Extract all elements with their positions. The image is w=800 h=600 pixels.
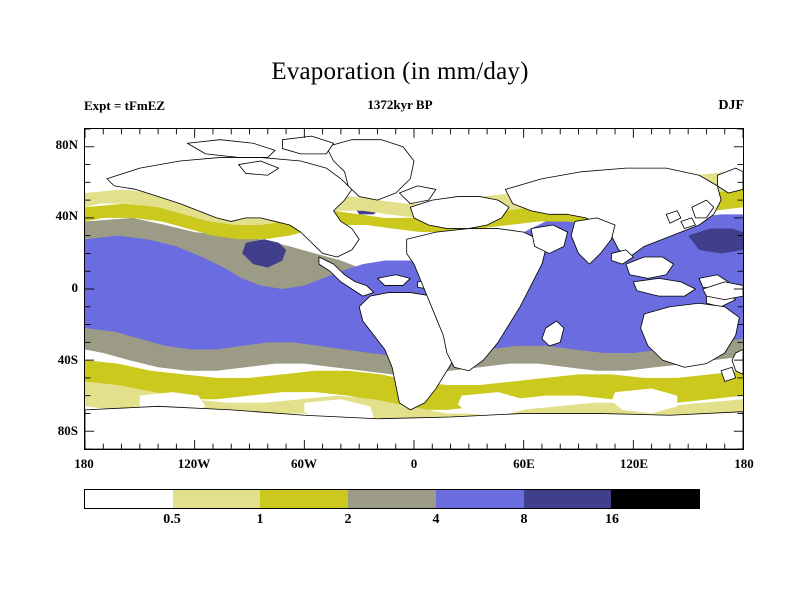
x-tick-label-3: 0 <box>410 456 418 471</box>
chart-subtitle: 1372kyr BP <box>367 97 433 112</box>
colorbar-band-4 <box>435 490 524 508</box>
colorbar-tick-label-4: 8 <box>520 512 528 527</box>
x-tick-label-4: 60E <box>513 456 535 471</box>
map-canvas <box>85 129 743 449</box>
y-tick-label-0: 80N <box>55 136 78 152</box>
evaporation-field <box>85 129 743 449</box>
colorbar-band-1 <box>172 490 261 508</box>
y-tick-label-1: 40N <box>55 208 78 224</box>
colorbar-labels: 0.5 1 2 4 8 16 <box>84 512 700 532</box>
colorbar-band-0 <box>85 490 173 508</box>
experiment-label: Expt = tFmEZ <box>84 98 166 113</box>
colorbar-tick-label-3: 4 <box>432 512 440 527</box>
colorbar-band-2 <box>260 490 349 508</box>
colorbar-band-6 <box>611 490 700 508</box>
y-tick-label-4: 80S <box>57 423 78 439</box>
colorbar-band-3 <box>348 490 436 508</box>
x-tick-label-1: 120W <box>177 456 211 471</box>
page-title: Evaporation (in mm/day) <box>271 58 529 85</box>
x-tick-label-5: 120E <box>619 456 649 471</box>
coastlines <box>85 135 743 449</box>
map-frame-ticks <box>85 129 743 449</box>
colorbar-tick-label-5: 16 <box>605 512 619 527</box>
x-tick-label-2: 60W <box>291 456 317 471</box>
y-axis: 80N 40N 0 40S 80S <box>24 128 78 450</box>
y-tick-label-2: 0 <box>71 280 79 295</box>
colorbar-tick-label-1: 1 <box>256 512 264 527</box>
colorbar-tick-label-2: 2 <box>344 512 352 527</box>
colorbar <box>84 489 700 509</box>
x-axis: 180 120W 60W 0 60E 120E 180 <box>74 456 754 476</box>
map-plot-area <box>84 128 744 450</box>
x-tick-label-6: 180 <box>734 456 754 471</box>
colorbar-tick-label-0: 0.5 <box>163 512 181 527</box>
colorbar-band-5 <box>523 490 612 508</box>
y-tick-label-3: 40S <box>57 351 78 367</box>
x-tick-label-0: 180 <box>74 456 94 471</box>
season-label: DJF <box>718 98 744 113</box>
